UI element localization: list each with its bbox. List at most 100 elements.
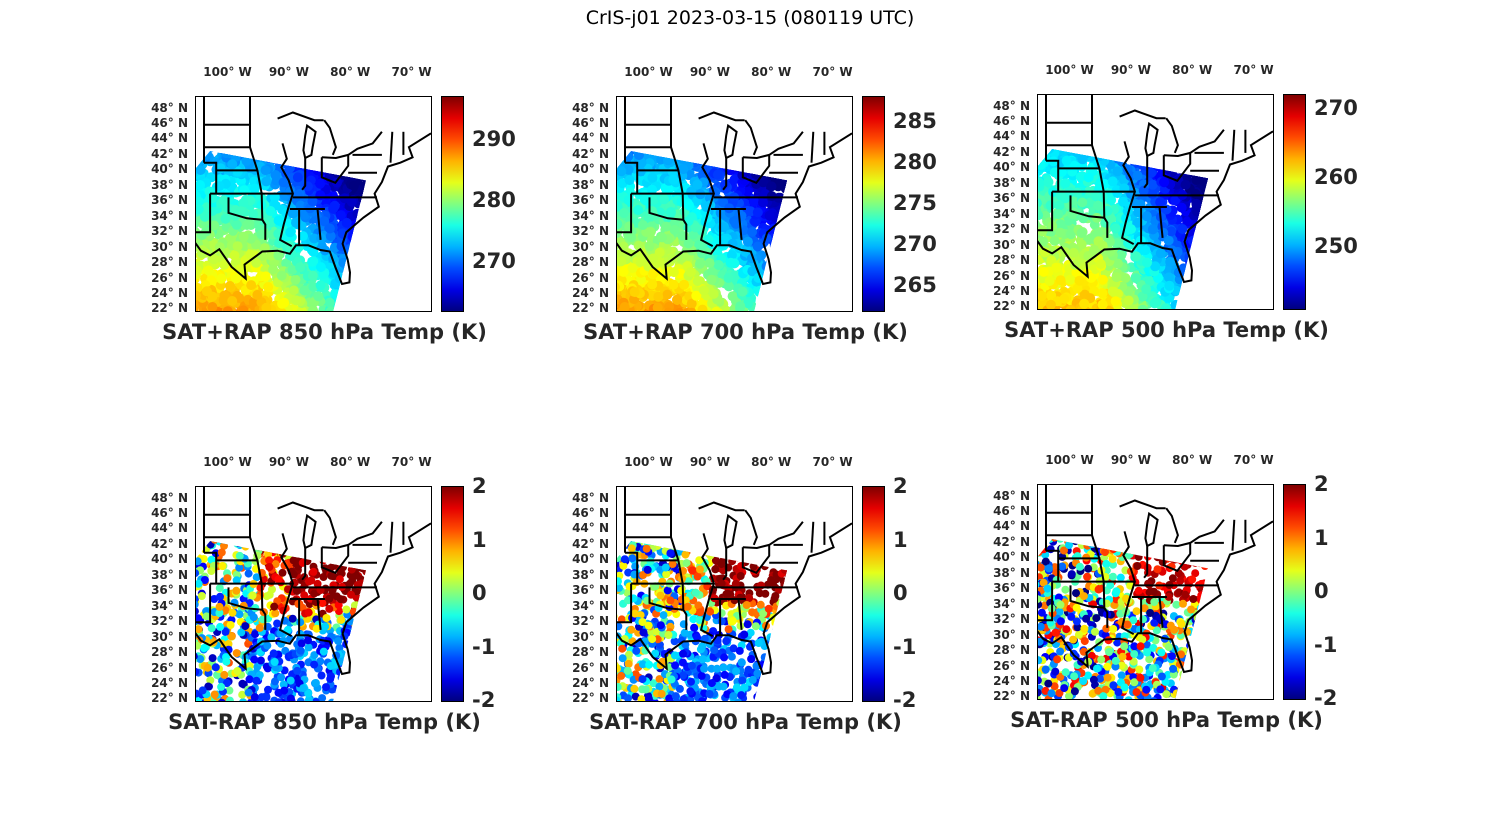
data-point xyxy=(783,283,788,294)
data-point xyxy=(196,282,203,293)
data-point xyxy=(708,153,719,164)
data-point xyxy=(1045,200,1056,211)
data-point xyxy=(365,622,367,630)
data-point xyxy=(221,151,232,159)
data-point xyxy=(352,208,363,219)
data-point xyxy=(287,154,298,165)
data-point xyxy=(755,303,766,311)
data-point xyxy=(196,219,199,230)
data-point xyxy=(358,229,367,240)
data-point xyxy=(265,206,276,216)
data-point xyxy=(264,541,273,545)
data-point xyxy=(315,178,326,189)
data-point xyxy=(196,165,206,175)
data-point xyxy=(196,607,199,616)
data-point xyxy=(361,690,367,699)
data-point xyxy=(774,253,785,264)
boundary-line xyxy=(301,157,307,191)
data-point xyxy=(265,590,274,599)
data-point xyxy=(278,177,289,188)
data-point xyxy=(758,197,768,208)
data-point xyxy=(1038,266,1049,277)
data-point xyxy=(332,177,342,188)
data-point xyxy=(767,307,778,311)
data-point xyxy=(759,295,769,306)
data-point xyxy=(270,170,281,180)
data-point xyxy=(264,153,275,163)
lat-tick-label: 22° N xyxy=(151,301,188,316)
data-point xyxy=(1200,153,1209,164)
data-point xyxy=(265,250,276,261)
data-point xyxy=(755,303,766,311)
data-point xyxy=(1159,177,1170,188)
data-point xyxy=(241,155,252,166)
data-point xyxy=(358,291,367,302)
data-point xyxy=(769,290,780,300)
data-point xyxy=(695,258,705,269)
data-point xyxy=(345,258,356,269)
data-point xyxy=(360,307,367,311)
data-point xyxy=(351,280,362,291)
lat-tick-label: 32° N xyxy=(151,224,188,239)
data-point xyxy=(748,196,759,207)
data-point xyxy=(1192,286,1203,297)
lat-tick-label: 38° N xyxy=(993,175,1030,190)
data-point xyxy=(770,248,781,258)
data-point xyxy=(633,205,644,215)
data-point xyxy=(1074,275,1085,286)
data-point xyxy=(1077,197,1088,208)
data-point xyxy=(315,262,326,273)
data-point xyxy=(1161,149,1172,156)
data-point xyxy=(769,258,780,269)
data-point xyxy=(706,274,717,285)
data-point xyxy=(364,274,367,285)
data-point xyxy=(1096,149,1106,152)
boundary-line xyxy=(741,154,771,185)
data-point xyxy=(232,166,243,177)
data-point xyxy=(349,299,360,310)
data-point xyxy=(238,231,249,242)
data-point xyxy=(361,252,367,263)
data-point xyxy=(1204,298,1209,309)
data-point xyxy=(1055,227,1066,238)
data-point xyxy=(781,246,788,257)
data-point xyxy=(672,294,683,305)
data-point xyxy=(329,160,340,171)
boundary-line xyxy=(744,119,758,156)
data-point xyxy=(1189,292,1200,303)
data-point xyxy=(294,151,305,162)
data-point xyxy=(314,151,325,156)
data-point xyxy=(340,157,351,168)
data-point xyxy=(229,250,240,261)
lon-tick-label: 80° W xyxy=(330,65,371,79)
data-point xyxy=(644,241,655,252)
data-point xyxy=(1133,149,1144,158)
lat-tick-label: 26° N xyxy=(993,268,1030,283)
data-point xyxy=(361,293,367,303)
panel-title: SAT+RAP 850 hPa Temp (K) xyxy=(162,320,487,344)
data-point xyxy=(617,266,620,277)
data-point xyxy=(252,289,263,300)
data-point xyxy=(330,158,341,169)
data-point xyxy=(355,228,365,239)
data-point xyxy=(619,302,630,311)
data-point xyxy=(784,165,788,176)
data-point xyxy=(1195,261,1206,272)
data-point xyxy=(364,158,367,169)
data-point xyxy=(350,308,361,311)
lat-tick-label: 22° N xyxy=(993,299,1030,314)
data-point xyxy=(277,298,288,309)
data-point xyxy=(1192,272,1203,283)
data-point xyxy=(1177,303,1188,309)
data-point xyxy=(335,210,346,221)
data-point xyxy=(268,264,279,275)
data-point xyxy=(1194,153,1205,164)
data-point xyxy=(1193,239,1204,250)
data-point xyxy=(1192,283,1203,294)
data-point xyxy=(784,294,788,305)
data-point xyxy=(617,151,622,160)
data-point xyxy=(769,245,780,256)
data-point xyxy=(780,179,788,190)
data-point xyxy=(289,151,300,161)
data-point xyxy=(659,194,670,205)
